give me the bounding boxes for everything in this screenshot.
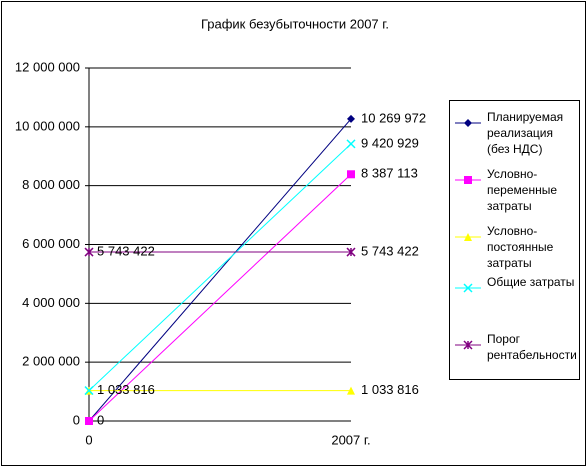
- legend-item: Порог рентабельности: [450, 331, 581, 381]
- y-tick-label: 0: [73, 412, 80, 427]
- legend-item: Планируемая реализация (без НДС): [450, 109, 581, 159]
- marker: [463, 283, 473, 293]
- marker: [346, 247, 356, 257]
- legend-label: Условно-постоянные затраты: [487, 224, 554, 270]
- data-label: 1 033 816: [97, 382, 155, 397]
- marker: [347, 386, 355, 395]
- legend-label: Условно-переменные затраты: [487, 167, 557, 213]
- data-label: 1 033 816: [361, 382, 419, 397]
- marker: [464, 176, 472, 184]
- data-label: 9 420 929: [361, 135, 419, 150]
- x-tick-label: 2007 г.: [331, 432, 370, 447]
- y-tick-label: 6 000 000: [22, 236, 80, 251]
- data-label: 10 269 972: [361, 110, 426, 125]
- series-line: [88, 118, 352, 422]
- legend-item: Общие затраты: [450, 274, 581, 324]
- legend-swatch: [455, 119, 481, 127]
- legend-label: Порог рентабельности: [487, 332, 577, 362]
- data-label: 8 387 113: [361, 166, 418, 181]
- series-line: [88, 143, 352, 391]
- marker: [463, 340, 473, 350]
- legend-item: Условно-постоянные затраты: [450, 223, 581, 273]
- marker: [464, 119, 472, 127]
- y-tick-label: 8 000 000: [22, 177, 80, 192]
- series-line: [88, 173, 352, 422]
- legend-swatch: [455, 340, 481, 350]
- legend-label: Планируемая реализация (без НДС): [487, 110, 564, 156]
- marker: [84, 247, 94, 257]
- y-tick-label: 12 000 000: [15, 59, 80, 74]
- marker: [85, 417, 93, 425]
- legend-swatch: [455, 233, 481, 241]
- y-tick-label: 4 000 000: [22, 295, 80, 310]
- x-tick-label: 0: [85, 432, 92, 447]
- data-label: 5 743 422: [361, 243, 419, 258]
- marker: [347, 170, 355, 179]
- legend-item: Условно-переменные затраты: [450, 166, 581, 216]
- legend-swatch: [455, 176, 481, 184]
- marker: [464, 233, 472, 241]
- data-label: 5 743 422: [97, 243, 155, 258]
- legend: Планируемая реализация (без НДС) Условно-…: [449, 100, 580, 380]
- chart-title: График безубыточности 2007 г.: [201, 16, 389, 31]
- legend-label: Общие затраты: [487, 275, 575, 289]
- y-tick-label: 10 000 000: [15, 118, 80, 133]
- marker: [84, 386, 94, 396]
- legend-swatch: [455, 283, 481, 293]
- y-tick-label: 2 000 000: [22, 354, 80, 369]
- marker: [347, 114, 355, 123]
- marker: [346, 139, 356, 149]
- data-label: 0: [97, 412, 104, 427]
